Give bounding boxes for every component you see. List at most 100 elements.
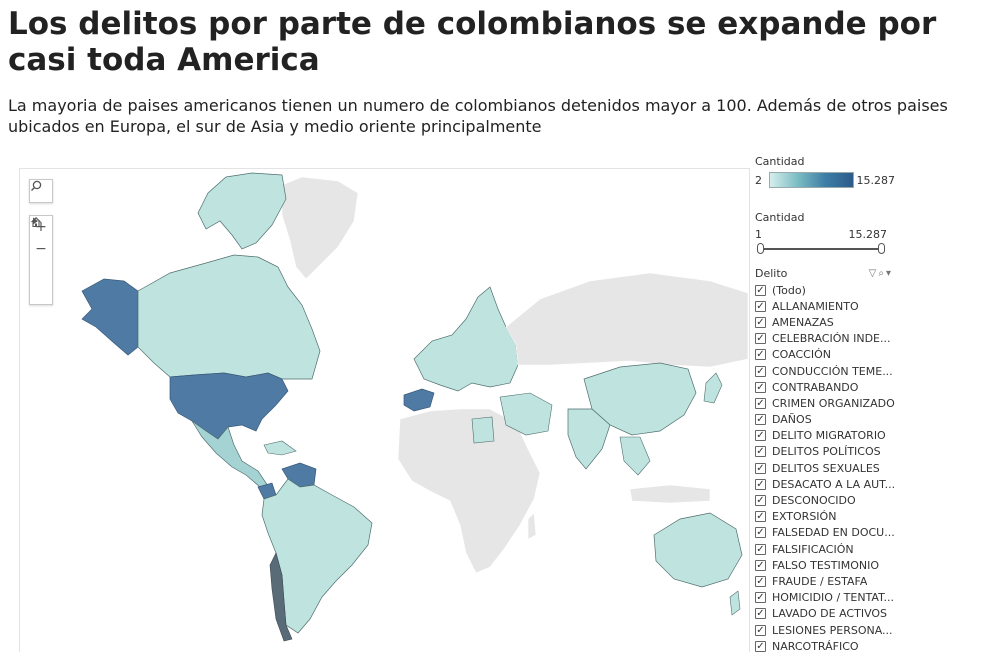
filter-item[interactable]: ✓ DELITO MIGRATORIO xyxy=(755,428,895,444)
map-search-tool[interactable] xyxy=(29,179,53,203)
home-icon[interactable] xyxy=(30,217,52,282)
filter-item[interactable]: ✓ ALLANAMIENTO xyxy=(755,298,895,314)
checkbox[interactable]: ✓ xyxy=(755,284,766,296)
checkbox[interactable]: ✓ xyxy=(755,543,766,555)
filter-item[interactable]: ✓ LAVADO DE ACTIVOS xyxy=(755,606,895,622)
filter-item-label: DESCONOCIDO xyxy=(772,494,856,508)
checkbox[interactable]: ✓ xyxy=(755,511,766,523)
checkbox[interactable]: ✓ xyxy=(755,414,766,426)
checkbox[interactable]: ✓ xyxy=(755,608,766,620)
filter-item[interactable]: ✓ FRAUDE / ESTAFA xyxy=(755,573,895,589)
russia[interactable] xyxy=(505,272,749,368)
checkbox[interactable]: ✓ xyxy=(755,462,766,474)
filter-controls[interactable]: ▽⌕▾ xyxy=(869,268,893,279)
checkbox[interactable]: ✓ xyxy=(755,365,766,377)
dropdown-arrow-icon[interactable]: ▾ xyxy=(885,268,893,279)
new-zealand[interactable] xyxy=(729,590,741,616)
map-zoom-tools[interactable]: + − xyxy=(29,215,53,305)
filter-item-label: LAVADO DE ACTIVOS xyxy=(772,607,888,621)
funnel-icon[interactable]: ▽ xyxy=(868,268,879,279)
checkbox[interactable]: ✓ xyxy=(755,316,766,328)
filter-item[interactable]: ✓ COACCIÓN xyxy=(755,347,895,363)
filter-item[interactable]: ✓ EXTORSIÓN xyxy=(755,509,895,525)
checkbox[interactable]: ✓ xyxy=(755,624,766,636)
checkbox[interactable]: ✓ xyxy=(755,640,766,652)
japan[interactable] xyxy=(703,372,723,404)
filter-item[interactable]: ✓ FALSEDAD EN DOCU... xyxy=(755,525,895,541)
checkbox[interactable]: ✓ xyxy=(755,592,766,604)
madagascar[interactable] xyxy=(527,512,537,540)
filter-item[interactable]: ✓ DAÑOS xyxy=(755,412,895,428)
search-icon[interactable] xyxy=(30,180,52,202)
range-slider-max-handle[interactable] xyxy=(878,243,885,254)
filter-item[interactable]: ✓ CONDUCCIÓN TEME... xyxy=(755,363,895,379)
color-legend-bar xyxy=(768,172,854,188)
india[interactable] xyxy=(567,408,611,470)
range-slider-min-handle[interactable] xyxy=(757,243,764,254)
filter-item-label: EXTORSIÓN xyxy=(772,510,837,524)
filter-item-label: ALLANAMIENTO xyxy=(772,299,859,313)
mexico[interactable] xyxy=(191,420,271,490)
filter-item[interactable]: ✓ DELITOS POLÍTICOS xyxy=(755,444,895,460)
filter-item[interactable]: ✓ DELITOS SEXUALES xyxy=(755,460,895,476)
checkbox[interactable]: ✓ xyxy=(755,446,766,458)
dashboard-subtitle: La mayoria de paises americanos tienen u… xyxy=(8,96,948,136)
map-canvas[interactable] xyxy=(20,169,749,652)
filter-item[interactable]: ✓ NARCOTRÁFICO xyxy=(755,638,895,654)
canada-islands[interactable] xyxy=(197,172,287,250)
delito-filter-list[interactable]: ✓ (Todo) ✓ ALLANAMIENTO ✓ AMENAZAS ✓ CELEBRACIÓ… xyxy=(755,282,895,654)
canada[interactable] xyxy=(137,254,321,380)
indonesia[interactable] xyxy=(629,484,711,504)
filter-item-label: FALSIFICACIÓN xyxy=(772,542,854,556)
filter-item[interactable]: ✓ CELEBRACIÓN INDE... xyxy=(755,331,895,347)
greenland[interactable] xyxy=(281,176,359,280)
usa[interactable] xyxy=(169,372,289,440)
world-map[interactable]: + − xyxy=(19,168,750,652)
range-max: 15.287 xyxy=(848,228,888,241)
checkbox[interactable]: ✓ xyxy=(755,381,766,393)
alaska[interactable] xyxy=(81,278,139,356)
spain[interactable] xyxy=(403,388,435,412)
filter-item-label: FALSO TESTIMONIO xyxy=(772,558,880,572)
checkbox[interactable]: ✓ xyxy=(755,495,766,507)
middle-east[interactable] xyxy=(499,392,553,436)
filter-item[interactable]: ✓ CRIMEN ORGANIZADO xyxy=(755,395,895,411)
filter-item[interactable]: ✓ AMENAZAS xyxy=(755,314,895,330)
checkbox[interactable]: ✓ xyxy=(755,300,766,312)
chile[interactable] xyxy=(269,552,293,642)
filter-item-label: DESACATO A LA AUT... xyxy=(772,477,895,491)
zoom-in-button[interactable]: + xyxy=(35,219,47,235)
europe[interactable] xyxy=(413,286,519,392)
checkbox[interactable]: ✓ xyxy=(755,397,766,409)
filter-item[interactable]: ✓ HOMICIDIO / TENTAT... xyxy=(755,590,895,606)
checkbox[interactable]: ✓ xyxy=(755,527,766,539)
filter-item[interactable]: ✓ DESACATO A LA AUT... xyxy=(755,476,895,492)
checkbox[interactable]: ✓ xyxy=(755,430,766,442)
filter-item[interactable]: ✓ FALSO TESTIMONIO xyxy=(755,557,895,573)
side-panel: Cantidad 2 15.287 Cantidad 1 15.287 Deli… xyxy=(755,155,895,654)
filter-item-label: DELITO MIGRATORIO xyxy=(772,429,886,443)
checkbox[interactable]: ✓ xyxy=(755,575,766,587)
egypt[interactable] xyxy=(471,416,495,444)
caribbean[interactable] xyxy=(263,440,297,456)
australia[interactable] xyxy=(653,512,743,588)
filter-item[interactable]: ✓ DESCONOCIDO xyxy=(755,492,895,508)
filter-item-label: DELITOS POLÍTICOS xyxy=(772,445,881,459)
range-slider[interactable] xyxy=(755,242,887,256)
checkbox[interactable]: ✓ xyxy=(755,559,766,571)
checkbox[interactable]: ✓ xyxy=(755,333,766,345)
play-icon[interactable] xyxy=(30,217,52,304)
filter-item-label: DELITOS SEXUALES xyxy=(772,461,880,475)
filter-item[interactable]: ✓ LESIONES PERSONA... xyxy=(755,622,895,638)
southeast-asia[interactable] xyxy=(619,436,651,476)
filter-item[interactable]: ✓ CONTRABANDO xyxy=(755,379,895,395)
filter-item[interactable]: ✓ FALSIFICACIÓN xyxy=(755,541,895,557)
checkbox[interactable]: ✓ xyxy=(755,478,766,490)
range-values: 1 15.287 xyxy=(755,228,887,241)
search-icon[interactable]: ⌕ xyxy=(878,268,886,279)
checkbox[interactable]: ✓ xyxy=(755,349,766,361)
filter-item-label: NARCOTRÁFICO xyxy=(772,639,859,653)
filter-item[interactable]: ✓ (Todo) xyxy=(755,282,895,298)
africa[interactable] xyxy=(397,408,541,574)
zoom-out-button[interactable]: − xyxy=(35,241,47,257)
